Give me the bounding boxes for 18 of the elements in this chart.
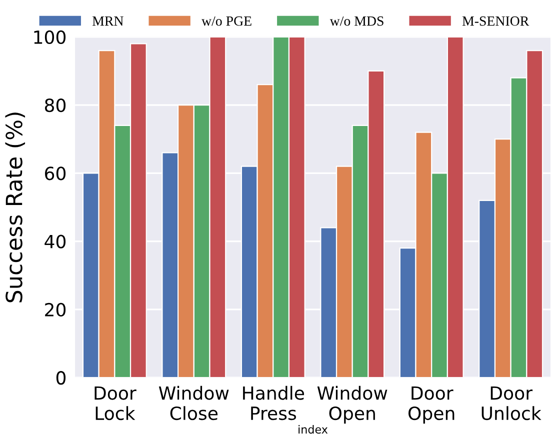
- y-tick-label: 20: [45, 302, 66, 317]
- y-tick-label: 40: [44, 234, 66, 248]
- x-tick-label: Door Unlock: [482, 386, 542, 420]
- y-tick-label: 60: [45, 166, 66, 180]
- x-tick-label: Door Lock: [94, 386, 136, 420]
- x-tick-label: Window Open: [317, 386, 388, 424]
- legend-label: w/o PGE: [202, 16, 252, 26]
- legend-label: w/o MDS: [330, 16, 384, 26]
- legend-label: MRN: [92, 16, 124, 26]
- legend-label: M-SENIOR: [462, 16, 530, 26]
- y-tick-label: 0: [56, 371, 66, 385]
- y-tick-label: 80: [44, 98, 66, 112]
- y-axis-title: Success Rate (%): [5, 112, 26, 302]
- x-tick-label: Handle Press: [243, 386, 304, 420]
- x-axis-title: index: [298, 424, 328, 434]
- x-tick-label: Door Open: [408, 386, 454, 424]
- x-tick-label: Window Close: [158, 386, 229, 420]
- y-tick-label: 100: [34, 30, 66, 44]
